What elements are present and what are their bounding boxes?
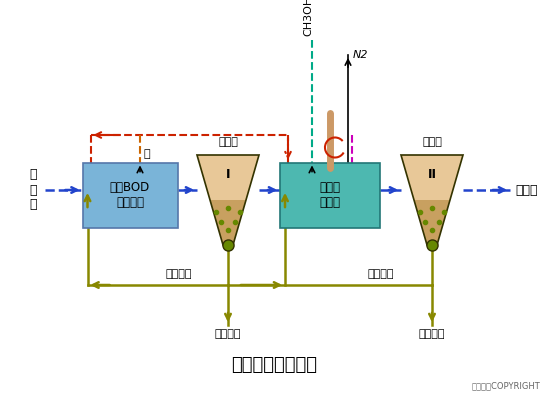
Polygon shape [197, 155, 259, 200]
Text: 两级生物脱氮工艺: 两级生物脱氮工艺 [231, 356, 317, 374]
Polygon shape [210, 200, 246, 245]
Text: N2: N2 [353, 50, 368, 60]
Text: 污泥回流: 污泥回流 [368, 269, 394, 279]
Text: 沉淀池: 沉淀池 [422, 137, 442, 147]
Bar [280, 162, 380, 228]
Polygon shape [401, 155, 463, 200]
Text: 剩余污泥: 剩余污泥 [215, 329, 241, 339]
Text: 剩余污泥: 剩余污泥 [419, 329, 445, 339]
Text: I: I [226, 168, 230, 181]
Text: 原
废
水: 原 废 水 [30, 168, 37, 211]
Text: 碱: 碱 [144, 149, 151, 159]
Text: 去除BOD
硝化氧化: 去除BOD 硝化氧化 [110, 181, 150, 209]
Bar [83, 162, 178, 228]
Text: 处理水: 处理水 [515, 183, 538, 197]
Text: 东方仿真COPYRIGHT: 东方仿真COPYRIGHT [471, 381, 540, 390]
Text: 沉淀池: 沉淀池 [218, 137, 238, 147]
Polygon shape [414, 200, 450, 245]
Text: 污泥回流: 污泥回流 [165, 269, 192, 279]
Text: II: II [427, 168, 437, 181]
Text: CH3OH: CH3OH [303, 0, 313, 36]
Text: 反硝化
反应器: 反硝化 反应器 [319, 181, 340, 209]
